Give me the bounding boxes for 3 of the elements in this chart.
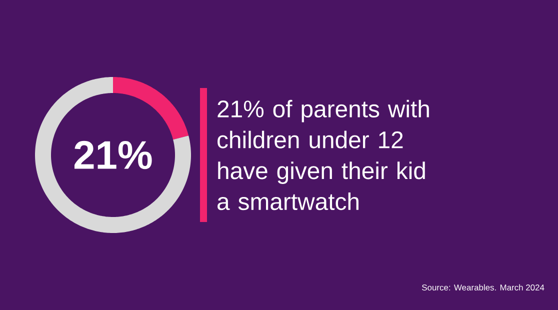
source-note: Source: Wearables. March 2024 xyxy=(422,284,544,290)
data-label: 21% xyxy=(74,140,152,170)
text: 21% of parents with children under 12 have given their kid a smartwatch xyxy=(218,100,429,210)
